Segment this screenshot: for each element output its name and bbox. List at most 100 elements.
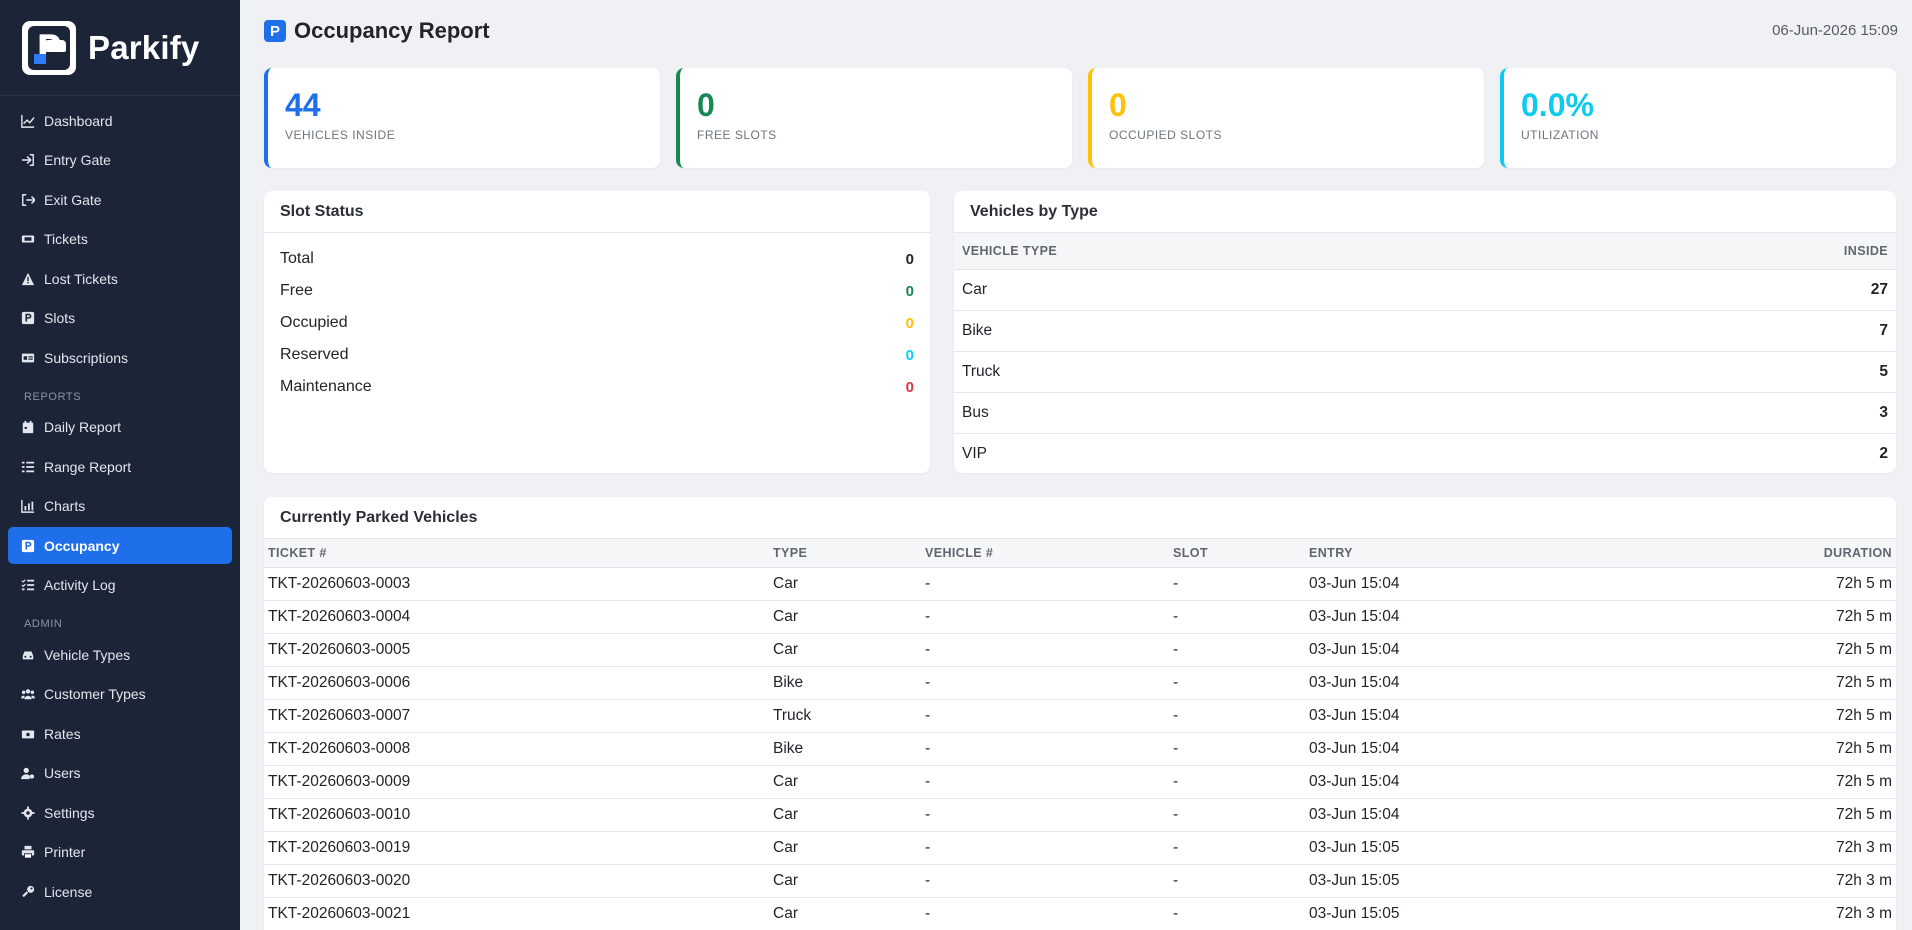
table-row[interactable]: TKT-20260603-0019 Car - -03-Jun 15:05 72h 3 … (264, 831, 1896, 865)
sidebar-item-lost-tickets[interactable]: Lost Tickets (8, 260, 232, 297)
table-row: VIP 2 (954, 433, 1896, 473)
table-row[interactable]: TKT-20260603-0020 Car - -03-Jun 15:05 72h 3 … (264, 864, 1896, 898)
cell-vehicle: - (921, 864, 1169, 898)
cell-vehicle: - (921, 567, 1169, 601)
cell-entry: 03-Jun 15:05 (1305, 897, 1605, 930)
table-row[interactable]: TKT-20260603-0004 Car - -03-Jun 15:04 72h 5 … (264, 600, 1896, 634)
cell-slot: - (1169, 864, 1305, 898)
cell-entry: 03-Jun 15:04 (1305, 798, 1605, 832)
sidebar-item-range-report[interactable]: Range Report (8, 448, 232, 485)
column-header-duration[interactable]: DURATION (1605, 539, 1896, 568)
cell-duration: 72h 5 m (1605, 732, 1896, 766)
table-row[interactable]: TKT-20260603-0009 Car - -03-Jun 15:04 72h 5 … (264, 765, 1896, 799)
table-row[interactable]: TKT-20260603-0003 Car - -03-Jun 15:04 72h 5 … (264, 567, 1896, 601)
chart-bar-icon (20, 498, 36, 514)
parked-vehicles-body: TKT-20260603-0003 Car - -03-Jun 15:04 72h 5 … (264, 567, 1896, 930)
cell-entry: 03-Jun 15:04 (1305, 666, 1605, 700)
column-header-ticket[interactable]: TICKET # (264, 539, 769, 568)
sidebar-item-label: Exit Gate (44, 191, 102, 208)
sidebar-item-dashboard[interactable]: Dashboard (8, 102, 232, 139)
table-row[interactable]: TKT-20260603-0010 Car - -03-Jun 15:04 72h 5 … (264, 798, 1896, 832)
sidebar-item-label: Daily Report (44, 419, 122, 435)
sidebar-item-settings[interactable]: Settings (8, 794, 232, 831)
column-header-inside[interactable]: INSIDE (1565, 233, 1896, 270)
cell-entry: 03-Jun 15:04 (1305, 699, 1605, 733)
column-header-vehicle[interactable]: VEHICLE # (921, 539, 1169, 568)
table-row[interactable]: TKT-20260603-0007 Truck - -03-Jun 15:04 72h … (264, 699, 1896, 733)
cell-type: Car (769, 798, 921, 832)
cell-ticket: TKT-20260603-0009 (264, 765, 769, 799)
column-header-slot[interactable]: SLOT (1169, 539, 1305, 568)
cell-duration: 72h 5 m (1605, 633, 1896, 667)
column-header-type[interactable]: TYPE (769, 539, 921, 568)
sidebar-item-customer-types[interactable]: Customer Types (8, 676, 232, 713)
cell-duration: 72h 3 m (1605, 831, 1896, 865)
cell-entry: 03-Jun 15:05 (1305, 831, 1605, 865)
sidebar-item-users[interactable]: Users (8, 755, 232, 792)
cell-slot: - (1169, 732, 1305, 766)
main-content: P Occupancy Report 06-Jun-2026 15:09 44 … (240, 0, 1912, 930)
list-icon (20, 459, 36, 475)
sidebar-item-label: Charts (44, 498, 86, 514)
sidebar-item-printer[interactable]: Printer (8, 834, 232, 871)
sidebar-item-label: Customer Types (44, 686, 146, 702)
sidebar-item-activity-log[interactable]: Activity Log (8, 567, 232, 604)
cell-vehicle: - (921, 798, 1169, 832)
sidebar-item-label: Slots (44, 310, 76, 326)
sidebar-item-label: Range Report (44, 458, 132, 475)
table-row[interactable]: TKT-20260603-0006 Bike - -03-Jun 15:04 72h 5… (264, 666, 1896, 700)
sidebar-item-license[interactable]: License (8, 873, 232, 910)
table-row[interactable]: TKT-20260603-0008 Bike - -03-Jun 15:04 72h 5… (264, 732, 1896, 766)
slot-row-occupied: Occupied 0 (280, 307, 914, 339)
sidebar-item-label: Dashboard (44, 112, 113, 129)
cell-slot: - (1169, 666, 1305, 700)
cell-duration: 72h 5 m (1605, 666, 1896, 700)
sidebar-item-vehicle-types[interactable]: Vehicle Types (8, 636, 232, 673)
table-row[interactable]: TKT-20260603-0005 Car - -03-Jun 15:04 72h 5 … (264, 633, 1896, 667)
table-header-row: VEHICLE TYPE INSIDE (954, 233, 1896, 270)
cell-slot: - (1169, 699, 1305, 733)
sidebar-item-charts[interactable]: Charts (8, 488, 232, 525)
card-title: Currently Parked Vehicles (264, 497, 1896, 539)
slot-row-total: Total 0 (280, 243, 914, 275)
sidebar-item-label: Tickets (44, 231, 88, 247)
sidebar-item-daily-report[interactable]: Daily Report (8, 409, 232, 446)
slot-label: Occupied (280, 314, 348, 331)
sidebar-item-rates[interactable]: Rates (8, 715, 232, 752)
cell-slot: - (1169, 567, 1305, 601)
brand[interactable]: P Parkify (0, 0, 240, 96)
cell-slot: - (1169, 831, 1305, 865)
cell-ticket: TKT-20260603-0004 (264, 600, 769, 634)
cell-inside: 3 (1565, 392, 1896, 434)
cell-type: Truck (769, 699, 921, 733)
printer-icon (20, 844, 36, 860)
stat-label: OCCUPIED SLOTS (1109, 128, 1223, 143)
slot-label: Free (280, 282, 313, 299)
slot-value: 0 (905, 282, 914, 300)
slot-label: Reserved (280, 346, 349, 363)
cell-ticket: TKT-20260603-0008 (264, 732, 769, 766)
cell-ticket: TKT-20260603-0006 (264, 666, 769, 700)
cell-duration: 72h 3 m (1605, 897, 1896, 930)
sidebar-item-entry-gate[interactable]: Entry Gate (8, 142, 232, 179)
cell-ticket: TKT-20260603-0010 (264, 798, 769, 832)
sidebar-item-label: License (44, 883, 93, 900)
car-icon (20, 647, 36, 663)
column-header-entry[interactable]: ENTRY (1305, 539, 1605, 568)
table-row[interactable]: TKT-20260603-0021 Car - -03-Jun 15:05 72h 3 … (264, 897, 1896, 930)
sidebar-item-occupancy[interactable]: Occupancy (8, 527, 232, 564)
stat-value: 0 (1109, 87, 1127, 123)
sidebar-item-slots[interactable]: Slots (8, 300, 232, 337)
cell-type: Car (769, 567, 921, 601)
sidebar-item-exit-gate[interactable]: Exit Gate (8, 181, 232, 218)
cell-ticket: TKT-20260603-0005 (264, 633, 769, 667)
slot-row-reserved: Reserved 0 (280, 339, 914, 371)
sidebar-item-tickets[interactable]: Tickets (8, 221, 232, 258)
cell-duration: 72h 5 m (1605, 798, 1896, 832)
column-header-vehicle-type[interactable]: VEHICLE TYPE (954, 233, 1566, 270)
cell-entry: 03-Jun 15:04 (1305, 567, 1605, 601)
cell-vehicle: - (921, 897, 1169, 930)
sidebar-item-subscriptions[interactable]: Subscriptions (8, 339, 232, 376)
cell-type: Bike (954, 310, 1566, 352)
stat-card-vehicles-inside: 44 VEHICLES INSIDE (264, 68, 660, 168)
